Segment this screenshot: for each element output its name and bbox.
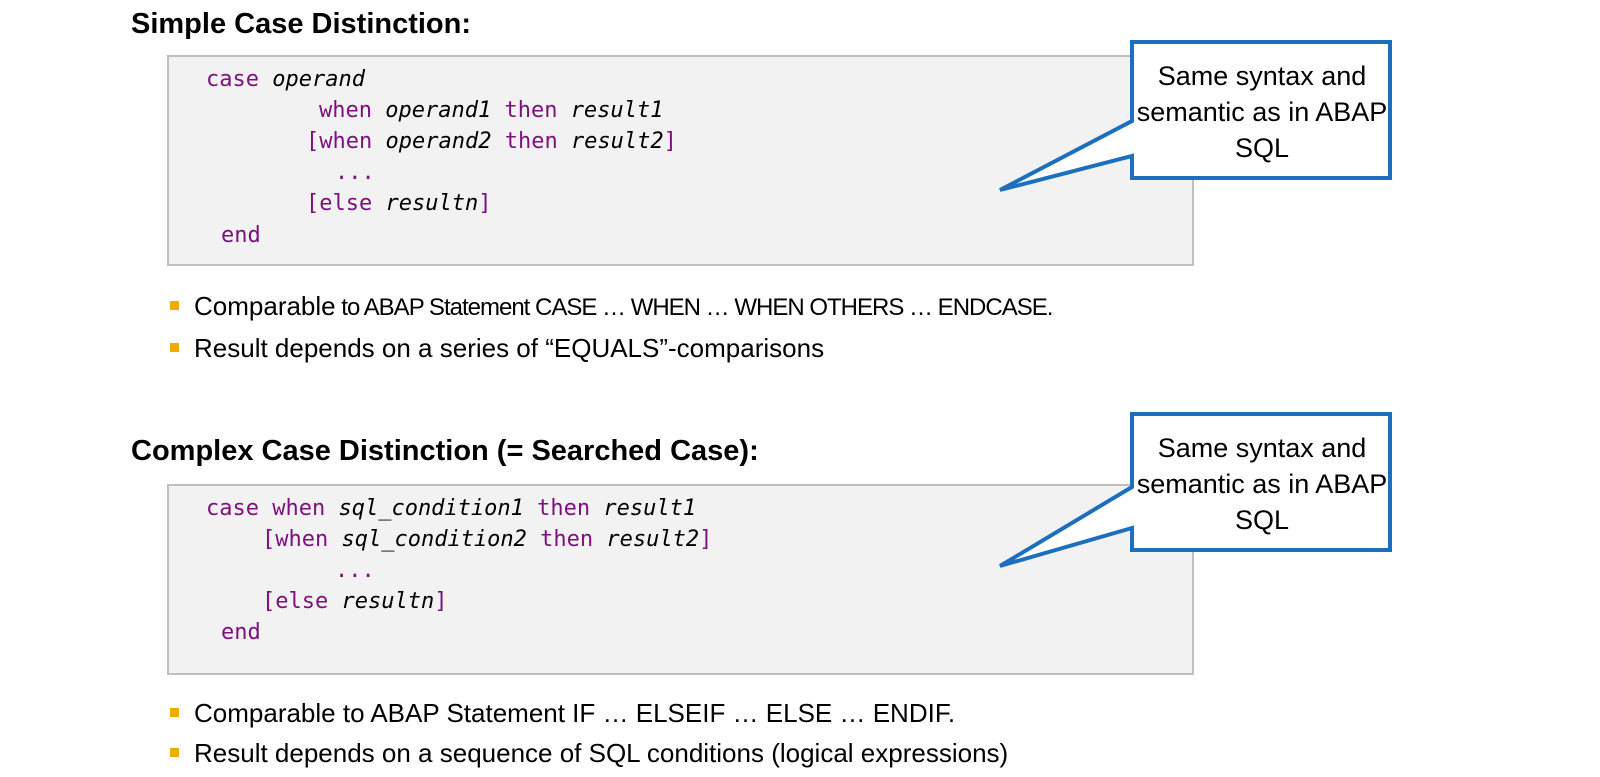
code-ellipsis: ...: [335, 160, 375, 185]
code-bracket: ]: [478, 191, 492, 216]
code-keyword: [else: [306, 191, 373, 216]
code-keyword: [else: [262, 589, 329, 614]
heading-complex-case: Complex Case Distinction (= Searched Cas…: [131, 435, 759, 467]
bullet-square-icon: [170, 343, 179, 352]
code-text: case operand when operand1 then result1 …: [169, 57, 677, 313]
code-line: end: [221, 617, 261, 649]
heading-simple-case: Simple Case Distinction:: [131, 8, 472, 40]
code-keyword: case: [206, 67, 259, 92]
bullet-item: Result depends on a sequence of SQL cond…: [170, 733, 1008, 773]
callout-text-1: Same syntax and semantic as in ABAP SQL: [1136, 61, 1388, 163]
code-block-complex-case: case when sql_condition1 then result1 [w…: [167, 484, 1194, 675]
bullet-text: Result depends on a series of “EQUALS”-c…: [194, 333, 825, 363]
code-bracket: ]: [434, 589, 448, 614]
code-keyword: when: [319, 98, 372, 123]
code-keyword: then: [504, 129, 558, 154]
code-keyword: end: [221, 223, 261, 248]
code-bracket: ]: [663, 129, 677, 154]
code-line: [when sql_condition2 then result2]: [262, 524, 712, 556]
code-param: resultn: [385, 191, 479, 216]
callout-text-2: Same syntax and semantic as in ABAP SQL: [1136, 433, 1388, 535]
bullet-list-simple-case: Comparable to ABAP Statement CASE … WHEN…: [170, 286, 1053, 368]
code-keyword: [when: [306, 129, 373, 154]
code-keyword: case: [206, 496, 259, 521]
code-param: operand2: [385, 129, 492, 154]
code-line: case when sql_condition1 then result1: [206, 493, 696, 525]
code-keyword: when: [272, 496, 326, 521]
bullet-text: to ABAP Statement CASE … WHEN … WHEN OTH…: [335, 294, 1053, 321]
code-block-simple-case: case operand when operand1 then result1 …: [167, 55, 1194, 266]
code-keyword: then: [537, 496, 591, 521]
code-text: case when sql_condition1 then result1 [w…: [169, 486, 712, 710]
code-ellipsis: ...: [335, 558, 375, 583]
code-line: [else resultn]: [306, 188, 491, 220]
code-keyword: then: [540, 527, 594, 552]
bullet-text: Comparable: [194, 291, 336, 321]
bullet-square-icon: [170, 708, 179, 717]
bullet-square-icon: [170, 748, 179, 757]
code-param: operand1: [385, 98, 492, 123]
code-line: case operand: [206, 64, 365, 96]
code-line: ...: [335, 157, 375, 189]
bullet-text: Comparable to ABAP Statement IF … ELSEIF…: [194, 698, 956, 728]
code-keyword: end: [221, 620, 261, 645]
code-line: end: [221, 220, 261, 252]
bullet-text: Result depends on a sequence of SQL cond…: [194, 738, 1009, 768]
code-param: result1: [570, 98, 664, 123]
code-param: result1: [603, 496, 697, 521]
bullet-item: Comparable to ABAP Statement IF … ELSEIF…: [170, 693, 1008, 733]
code-param: sql_condition1: [338, 496, 524, 521]
code-keyword: [when: [262, 527, 329, 552]
bullet-list-complex-case: Comparable to ABAP Statement IF … ELSEIF…: [170, 693, 1008, 773]
bullet-item: Result depends on a series of “EQUALS”-c…: [170, 328, 1052, 368]
code-line: [else resultn]: [262, 586, 447, 618]
code-line: when operand1 then result1: [319, 95, 663, 127]
bullet-square-icon: [170, 301, 179, 310]
code-line: ...: [335, 555, 375, 587]
code-keyword: then: [504, 98, 558, 123]
code-param: resultn: [341, 589, 435, 614]
code-param: result2: [606, 527, 700, 552]
bullet-item: Comparable to ABAP Statement CASE … WHEN…: [170, 286, 1053, 328]
code-bracket: ]: [699, 527, 713, 552]
code-param: sql_condition2: [341, 527, 527, 552]
code-param: result2: [570, 129, 664, 154]
code-line: [when operand2 then result2]: [306, 126, 677, 158]
code-param: operand: [272, 67, 365, 92]
